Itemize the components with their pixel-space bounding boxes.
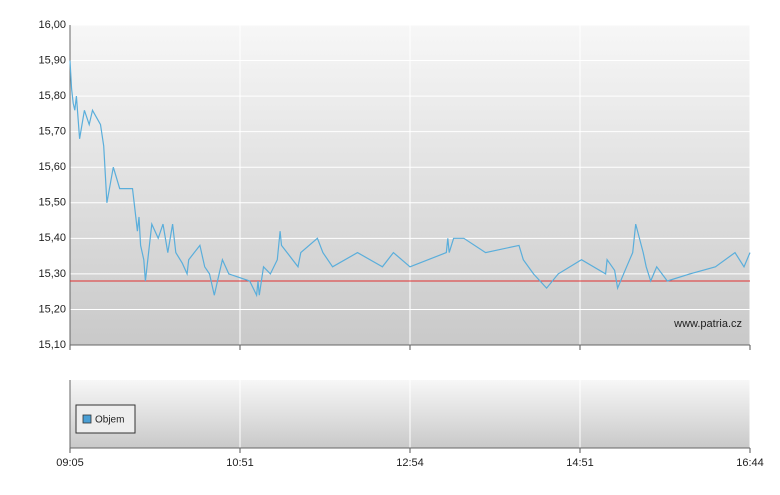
legend-box	[75, 404, 136, 434]
y-tick-label: 15,50	[38, 197, 66, 209]
y-tick-label: 15,30	[38, 268, 66, 280]
legend-label: Objem	[95, 415, 124, 426]
x-tick-label: 12:54	[396, 457, 424, 469]
y-tick-label: 15,40	[38, 232, 66, 244]
x-tick-label: 16:44	[736, 457, 764, 469]
watermark: www.patria.cz	[673, 318, 742, 330]
x-tick-label: 10:51	[226, 457, 254, 469]
y-tick-label: 15,60	[38, 161, 66, 173]
y-tick-label: 15,20	[38, 303, 66, 315]
price-line	[69, 60, 751, 298]
x-tick-label: 14:51	[566, 457, 594, 469]
y-tick-label: 15,70	[38, 126, 66, 138]
y-tick-label: 16,00	[38, 19, 66, 31]
x-tick-label: 09:05	[56, 457, 84, 469]
y-tick-label: 15,90	[38, 54, 66, 66]
y-tick-label: 15,80	[38, 90, 66, 102]
y-tick-label: 15,10	[38, 339, 66, 351]
legend-swatch	[82, 414, 92, 424]
